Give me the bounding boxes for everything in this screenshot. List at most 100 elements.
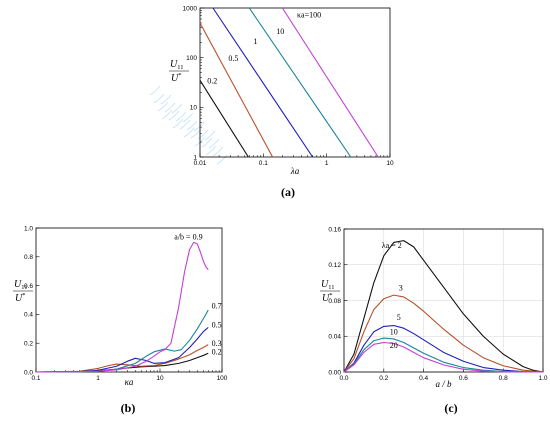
watermark-stripes <box>149 85 228 165</box>
y-label-numerator-symbol: U <box>14 279 22 290</box>
y-tick-label: 0.12 <box>328 262 341 269</box>
watermark-stroke <box>186 120 198 131</box>
watermark-stroke <box>183 127 195 138</box>
y-label-denominator-symbol: U <box>15 293 23 304</box>
y-label-subscript: 11 <box>21 284 27 291</box>
series-line-1 <box>212 7 314 158</box>
series-line-0.3 <box>35 344 209 373</box>
watermark-stroke <box>157 101 169 112</box>
watermark-stroke <box>161 109 173 120</box>
series-line-3 <box>343 294 544 373</box>
watermark-stroke <box>204 130 216 141</box>
x-tick-label: 0.6 <box>459 375 468 382</box>
series-label-0.2: 0.2 <box>212 348 222 357</box>
x-axis-label: λa <box>290 166 300 176</box>
chart-panel-b: 0.1 1 10 1000.00.20.40.60.81.00.20.30.50.7a… <box>13 225 228 415</box>
watermark-stroke <box>197 129 209 140</box>
y-tick-label: 1000 <box>183 5 198 12</box>
y-tick-label: 0.4 <box>24 312 33 319</box>
series-line-20 <box>343 341 544 373</box>
y-label-denominator: U* <box>15 292 25 304</box>
series-label-2: λa = 2 <box>382 241 402 250</box>
x-tick-label: 0.1 <box>259 160 268 167</box>
chart-panel-a: 0.01 0.1 1 1011010010000.20.5110κa=100λaU11… <box>169 5 394 199</box>
series-line-5 <box>343 324 544 373</box>
y-tick-label: 1 <box>193 154 197 161</box>
x-tick-label: 1 <box>325 160 329 167</box>
watermark-stroke <box>182 112 194 123</box>
x-tick-label: 1.0 <box>538 375 547 382</box>
x-tick-label: 1 <box>96 375 100 382</box>
x-tick-label: 10 <box>156 375 164 382</box>
series-line-2 <box>343 240 544 373</box>
y-label-numerator-symbol: U <box>170 59 178 70</box>
y-tick-label: 0.2 <box>24 341 33 348</box>
x-tick-label: 0.8 <box>499 375 508 382</box>
x-tick-label: 0.4 <box>419 375 428 382</box>
x-axis-label: κa <box>125 377 134 387</box>
series-label-3: 3 <box>399 284 403 293</box>
panel-label-a: (a) <box>281 185 295 199</box>
series-label-0.3: 0.3 <box>212 339 222 348</box>
series-line-0.2 <box>199 80 249 158</box>
y-tick-label: 0.04 <box>328 334 341 341</box>
series-label-10: 10 <box>390 327 398 336</box>
y-label-denominator-symbol: U <box>322 293 330 304</box>
y-label-denominator: U* <box>171 72 181 84</box>
y-tick-label: 0.6 <box>24 283 33 290</box>
x-tick-label: 0.2 <box>379 375 388 382</box>
series-label-0.5: 0.5 <box>228 54 238 63</box>
watermark-stroke <box>205 145 217 156</box>
series-line-10 <box>248 7 352 158</box>
series-label-0.7: 0.7 <box>212 302 222 311</box>
y-label-denominator: U* <box>322 292 332 304</box>
y-label-subscript: 11 <box>177 64 183 71</box>
x-tick-label: 10 <box>386 160 394 167</box>
y-label-numerator: U11 <box>170 59 184 71</box>
series-label-0.9: a/b = 0.9 <box>174 233 202 242</box>
series-label-20: 20 <box>390 341 398 350</box>
series-label-100: κa=100 <box>297 10 321 19</box>
y-tick-label: 0.16 <box>328 226 341 233</box>
watermark-stroke <box>153 93 165 104</box>
series-line-10 <box>343 337 544 373</box>
y-tick-label: 0.0 <box>24 369 33 376</box>
y-label-numerator: U11 <box>14 279 28 291</box>
x-tick-label: 100 <box>217 375 228 382</box>
series-label-10: 10 <box>276 27 284 36</box>
watermark-stroke <box>149 85 161 96</box>
watermark-stroke <box>171 103 183 114</box>
x-tick-label: 0.01 <box>194 160 207 167</box>
y-label-superscript: * <box>178 72 181 79</box>
x-axis-label: a / b <box>435 379 452 389</box>
watermark-stroke <box>193 121 205 132</box>
series-label-1: 1 <box>254 37 258 46</box>
y-label-superscript: * <box>22 292 25 299</box>
watermark-stroke <box>172 118 184 129</box>
y-label-numerator: U11 <box>321 279 335 291</box>
y-label-superscript: * <box>329 292 332 299</box>
y-tick-label: 0.00 <box>328 369 341 376</box>
y-tick-label: 0.08 <box>328 298 341 305</box>
chart-panel-c: 0.0 0.2 0.4 0.6 0.8 1.0 0.00 0.04 0.08 0.12 0.16 λa… <box>320 226 548 415</box>
x-tick-label: 0.0 <box>339 375 348 382</box>
watermark-stroke <box>164 102 176 113</box>
plot-frame <box>35 227 223 373</box>
watermark-stroke <box>201 137 213 148</box>
series-line-0.9 <box>35 241 209 373</box>
x-tick-label: 0.1 <box>31 375 40 382</box>
series-label-0.2: 0.2 <box>207 77 217 86</box>
series-label-0.5: 0.5 <box>212 320 222 329</box>
watermark-stroke <box>168 110 180 121</box>
series-label-5: 5 <box>397 313 401 322</box>
y-label-denominator-symbol: U <box>171 73 179 84</box>
panel-label-b: (b) <box>121 401 136 415</box>
watermark-stroke <box>179 119 191 130</box>
y-label-subscript: 11 <box>328 284 334 291</box>
watermark-stroke <box>175 111 187 122</box>
y-tick-label: 10 <box>190 105 198 112</box>
